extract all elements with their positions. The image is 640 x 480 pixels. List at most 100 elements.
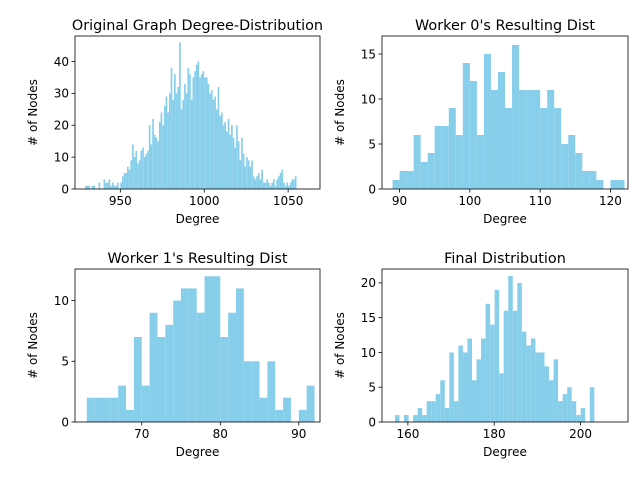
bar <box>165 324 174 422</box>
x-tick-label: 110 <box>529 194 552 208</box>
bar <box>192 77 195 189</box>
bar <box>142 147 144 189</box>
bar <box>568 135 576 189</box>
bar <box>155 138 158 189</box>
bar <box>184 83 186 189</box>
bar <box>526 90 534 189</box>
bar <box>185 93 188 189</box>
bar <box>471 380 477 422</box>
y-tick-label: 10 <box>54 150 69 164</box>
bar <box>497 72 505 189</box>
bar <box>98 182 101 189</box>
bar <box>462 63 470 189</box>
y-tick-label: 10 <box>361 92 376 106</box>
bar <box>508 275 513 422</box>
bar <box>394 415 400 422</box>
bar <box>187 67 190 189</box>
bar <box>399 171 407 189</box>
bar <box>539 352 545 422</box>
bar <box>278 176 280 189</box>
bars <box>394 275 595 422</box>
bar <box>86 185 89 189</box>
bar <box>204 276 213 422</box>
bar <box>549 380 554 422</box>
bar <box>231 125 233 189</box>
bar <box>512 310 518 422</box>
bar <box>521 331 527 422</box>
bar <box>153 134 156 189</box>
bar <box>163 106 166 189</box>
y-tick-label: 10 <box>54 294 69 308</box>
bar <box>219 115 221 189</box>
bar <box>118 385 127 422</box>
bar <box>189 74 191 189</box>
y-axis-label: # of Nodes <box>333 312 347 379</box>
bar <box>135 150 138 189</box>
chart-title: Worker 0's Resulting Dist <box>415 18 595 34</box>
chart-title: Final Distribution <box>444 251 566 267</box>
bar <box>269 185 272 189</box>
bar <box>167 112 169 189</box>
x-tick-label: 100 <box>458 194 481 208</box>
bar <box>222 125 225 189</box>
bar <box>85 185 87 189</box>
bar <box>148 125 151 189</box>
bar <box>251 160 253 189</box>
y-tick-label: 20 <box>54 119 69 133</box>
bar <box>469 81 477 189</box>
bar <box>293 179 295 189</box>
bar <box>88 185 91 189</box>
bar <box>173 300 182 422</box>
bar <box>431 401 436 422</box>
bar <box>589 387 595 422</box>
bar <box>476 135 484 189</box>
bar <box>141 385 150 422</box>
bar <box>127 166 129 189</box>
y-tick-label: 15 <box>361 311 376 325</box>
bar <box>237 141 240 189</box>
bar <box>257 173 260 189</box>
bar <box>426 401 432 422</box>
bar <box>449 352 454 422</box>
bar <box>174 74 176 189</box>
bar <box>533 90 541 189</box>
bar <box>256 176 258 189</box>
bar <box>422 415 427 422</box>
bar <box>512 45 520 189</box>
bar <box>562 394 568 422</box>
bars <box>86 276 315 422</box>
bar <box>91 185 94 189</box>
bar <box>170 67 173 189</box>
bar <box>499 373 504 422</box>
bar <box>168 93 171 189</box>
bar <box>406 171 414 189</box>
bar <box>526 345 531 422</box>
y-tick-label: 0 <box>61 182 69 196</box>
bar <box>199 77 201 189</box>
bar <box>200 74 203 189</box>
x-axis-label: Degree <box>176 445 220 459</box>
bar <box>133 337 142 422</box>
bar <box>540 108 548 189</box>
bar <box>261 169 263 189</box>
y-axis-label: # of Nodes <box>26 79 40 146</box>
bar <box>281 169 284 189</box>
x-tick-label: 180 <box>483 427 506 441</box>
bar <box>567 387 572 422</box>
bar <box>503 310 509 422</box>
bar <box>179 42 181 189</box>
bar <box>132 144 134 189</box>
bar <box>207 83 210 189</box>
bar <box>105 182 107 189</box>
bar <box>228 312 236 422</box>
subplot-3: 160 180 200 0 5 10 15 20 Final Distribution Degre… <box>333 251 629 459</box>
x-tick-label: 90 <box>392 194 407 208</box>
bar <box>242 153 245 189</box>
bar <box>404 415 409 422</box>
x-tick-label: 1050 <box>273 194 304 208</box>
bar <box>413 415 418 422</box>
bar <box>547 90 555 189</box>
bar <box>165 96 168 189</box>
x-tick-label: 950 <box>109 194 132 208</box>
bar <box>106 182 109 189</box>
